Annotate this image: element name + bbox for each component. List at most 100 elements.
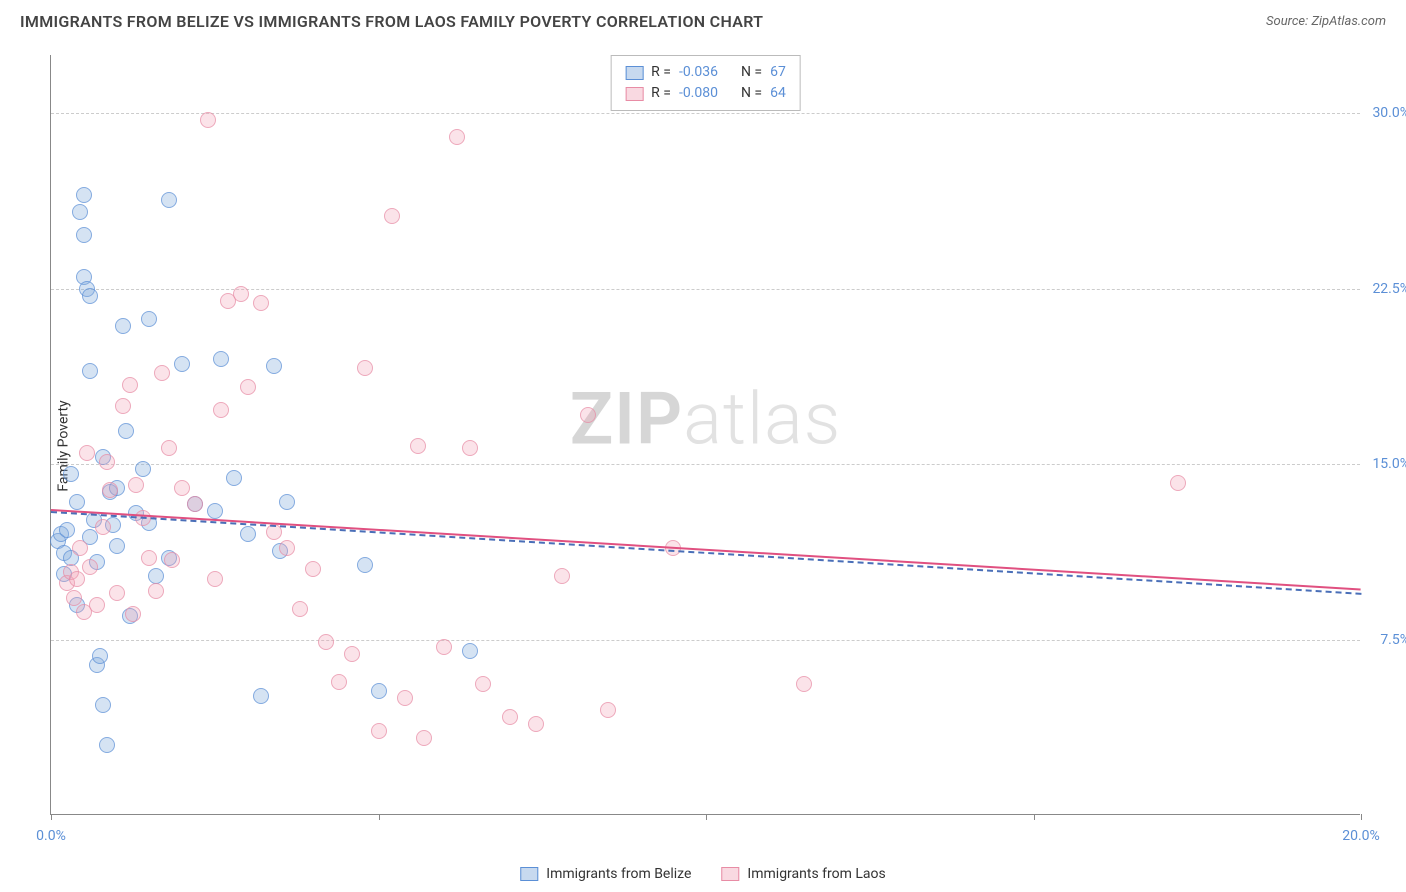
scatter-point xyxy=(135,461,151,477)
scatter-point xyxy=(141,550,157,566)
scatter-point xyxy=(118,423,134,439)
scatter-point xyxy=(154,365,170,381)
scatter-point xyxy=(266,358,282,374)
scatter-point xyxy=(344,646,360,662)
gridline xyxy=(51,464,1360,465)
chart-source: Source: ZipAtlas.com xyxy=(1266,14,1386,29)
scatter-point xyxy=(99,454,115,470)
legend-item-0: Immigrants from Belize xyxy=(520,866,691,882)
scatter-point xyxy=(240,379,256,395)
scatter-point xyxy=(148,583,164,599)
scatter-point xyxy=(122,377,138,393)
scatter-point xyxy=(279,540,295,556)
scatter-point xyxy=(200,112,216,128)
scatter-point xyxy=(331,674,347,690)
scatter-point xyxy=(89,597,105,613)
x-tick xyxy=(51,814,52,820)
scatter-point xyxy=(82,559,98,575)
x-tick-label: 0.0% xyxy=(36,828,66,844)
scatter-point xyxy=(115,318,131,334)
regression-line xyxy=(51,511,1361,595)
scatter-point xyxy=(213,402,229,418)
scatter-point xyxy=(102,482,118,498)
scatter-point xyxy=(164,552,180,568)
x-tick xyxy=(1034,814,1035,820)
scatter-point xyxy=(76,187,92,203)
scatter-point xyxy=(63,466,79,482)
swatch-0-icon xyxy=(520,867,538,881)
scatter-point xyxy=(59,522,75,538)
scatter-point xyxy=(95,519,111,535)
scatter-point xyxy=(82,363,98,379)
swatch-1-icon xyxy=(721,867,739,881)
scatter-point xyxy=(109,538,125,554)
scatter-point xyxy=(371,723,387,739)
scatter-point xyxy=(1170,475,1186,491)
gridline xyxy=(51,640,1360,641)
scatter-point xyxy=(371,683,387,699)
scatter-point xyxy=(410,438,426,454)
chart-title: IMMIGRANTS FROM BELIZE VS IMMIGRANTS FRO… xyxy=(20,12,763,31)
stats-row-1: R = -0.080 N = 64 xyxy=(625,83,786,104)
scatter-point xyxy=(213,351,229,367)
scatter-point xyxy=(99,737,115,753)
scatter-point xyxy=(76,227,92,243)
swatch-series-0 xyxy=(625,66,643,80)
regression-line xyxy=(51,509,1361,591)
scatter-point xyxy=(416,730,432,746)
legend-label-1: Immigrants from Laos xyxy=(747,866,885,882)
scatter-point xyxy=(95,697,111,713)
scatter-point xyxy=(125,606,141,622)
scatter-point xyxy=(397,690,413,706)
x-tick-label: 20.0% xyxy=(1342,828,1380,844)
scatter-point xyxy=(174,480,190,496)
scatter-point xyxy=(187,496,203,512)
scatter-point xyxy=(384,208,400,224)
scatter-point xyxy=(161,192,177,208)
scatter-point xyxy=(600,702,616,718)
scatter-point xyxy=(475,676,491,692)
scatter-point xyxy=(292,601,308,617)
scatter-point xyxy=(72,204,88,220)
x-tick xyxy=(1361,814,1362,820)
scatter-point xyxy=(161,440,177,456)
scatter-point xyxy=(554,568,570,584)
scatter-point xyxy=(207,503,223,519)
scatter-point xyxy=(240,526,256,542)
scatter-point xyxy=(528,716,544,732)
gridline xyxy=(51,113,1360,114)
scatter-point xyxy=(253,295,269,311)
y-tick-label: 15.0% xyxy=(1372,456,1406,472)
scatter-point xyxy=(449,129,465,145)
chart-header: IMMIGRANTS FROM BELIZE VS IMMIGRANTS FRO… xyxy=(0,0,1406,39)
chart-plot-area: ZIPatlas R = -0.036 N = 67 R = -0.080 N … xyxy=(50,55,1360,815)
scatter-point xyxy=(141,311,157,327)
y-tick-label: 7.5% xyxy=(1380,632,1406,648)
scatter-point xyxy=(436,639,452,655)
legend-label-0: Immigrants from Belize xyxy=(546,866,691,882)
scatter-point xyxy=(462,440,478,456)
scatter-point xyxy=(79,445,95,461)
scatter-point xyxy=(69,494,85,510)
stats-legend: R = -0.036 N = 67 R = -0.080 N = 64 xyxy=(610,55,801,111)
scatter-point xyxy=(253,688,269,704)
scatter-point xyxy=(72,540,88,556)
stats-row-0: R = -0.036 N = 67 xyxy=(625,62,786,83)
scatter-point xyxy=(580,407,596,423)
scatter-point xyxy=(462,643,478,659)
scatter-point xyxy=(233,286,249,302)
scatter-point xyxy=(69,571,85,587)
scatter-point xyxy=(82,288,98,304)
scatter-point xyxy=(318,634,334,650)
y-tick-label: 30.0% xyxy=(1372,105,1406,121)
series-legend: Immigrants from Belize Immigrants from L… xyxy=(520,866,885,882)
scatter-point xyxy=(357,360,373,376)
x-tick xyxy=(379,814,380,820)
scatter-point xyxy=(357,557,373,573)
scatter-point xyxy=(796,676,812,692)
scatter-point xyxy=(279,494,295,510)
scatter-point xyxy=(207,571,223,587)
x-tick xyxy=(706,814,707,820)
scatter-point xyxy=(92,648,108,664)
scatter-point xyxy=(305,561,321,577)
